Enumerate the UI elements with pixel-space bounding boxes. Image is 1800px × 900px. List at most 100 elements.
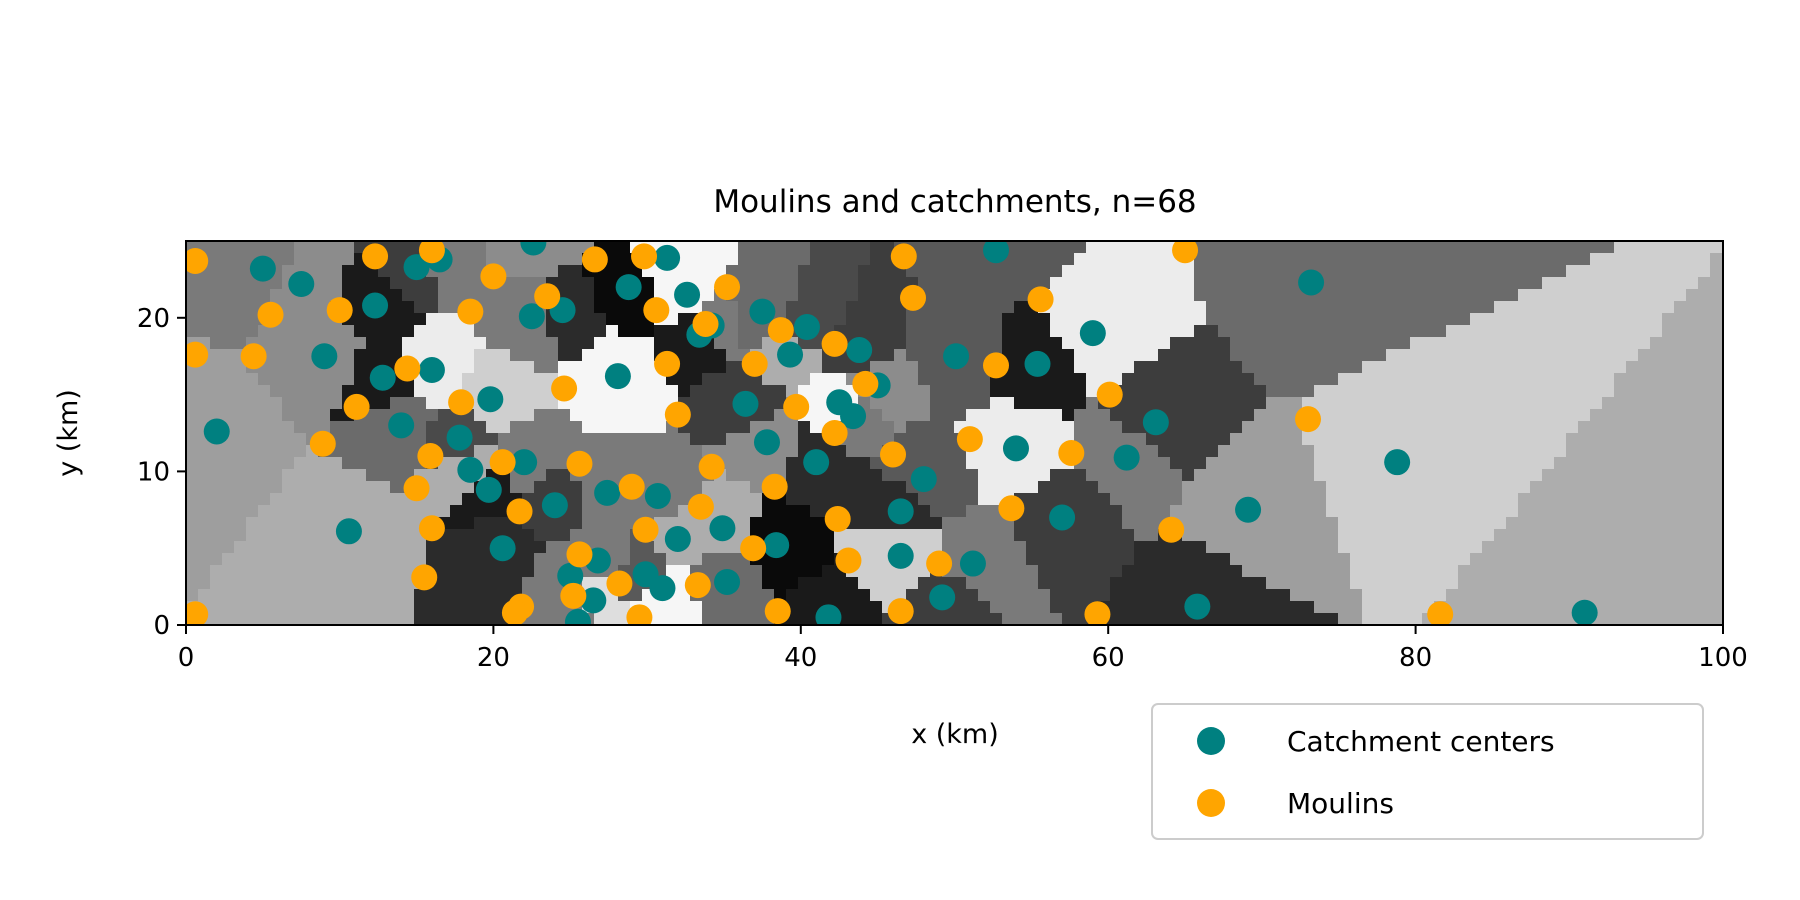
catchment-region-cell bbox=[1266, 289, 1279, 302]
catchment-region-cell bbox=[714, 553, 727, 566]
catchment-region-cell bbox=[534, 541, 547, 554]
catchment-region-cell bbox=[414, 289, 427, 302]
catchment-region-cell bbox=[918, 313, 931, 326]
catchment-region-cell bbox=[1302, 613, 1315, 625]
catchment-region-cell bbox=[1494, 361, 1507, 374]
catchment-region-cell bbox=[1026, 481, 1039, 494]
catchment-region-cell bbox=[1458, 505, 1471, 518]
moulin-point bbox=[664, 401, 691, 428]
catchment-region-cell bbox=[450, 373, 463, 386]
catchment-region-cell bbox=[630, 325, 643, 338]
catchment-region-cell bbox=[1074, 349, 1087, 362]
catchment-region-cell bbox=[1098, 241, 1111, 254]
catchment-region-cell bbox=[810, 253, 823, 266]
catchment-region-cell bbox=[798, 253, 811, 266]
catchment-region-cell bbox=[1158, 361, 1171, 374]
catchment-region-cell bbox=[1566, 361, 1579, 374]
catchment-region-cell bbox=[1458, 241, 1471, 254]
catchment-region-cell bbox=[1398, 325, 1411, 338]
catchment-region-cell bbox=[1338, 397, 1351, 410]
catchment-region-cell bbox=[1566, 529, 1579, 542]
catchment-region-cell bbox=[1566, 325, 1579, 338]
catchment-region-cell bbox=[798, 433, 811, 446]
catchment-region-cell bbox=[1098, 481, 1111, 494]
catchment-region-cell bbox=[1410, 325, 1423, 338]
catchment-region-cell bbox=[1410, 277, 1423, 290]
catchment-region-cell bbox=[1638, 433, 1651, 446]
catchment-center-point bbox=[520, 241, 547, 256]
catchment-region-cell bbox=[954, 457, 967, 470]
catchment-region-cell bbox=[1230, 541, 1243, 554]
catchment-region-cell bbox=[918, 505, 931, 518]
catchment-region-cell bbox=[1218, 397, 1231, 410]
catchment-region-cell bbox=[678, 613, 691, 625]
catchment-region-cell bbox=[522, 361, 535, 374]
catchment-region-cell bbox=[210, 373, 223, 386]
catchment-region-cell bbox=[1398, 421, 1411, 434]
catchment-region-cell bbox=[966, 613, 979, 625]
catchment-region-cell bbox=[1398, 373, 1411, 386]
catchment-region-cell bbox=[1170, 565, 1183, 578]
catchment-region-cell bbox=[1218, 265, 1231, 278]
catchment-region-cell bbox=[1278, 493, 1291, 506]
catchment-region-cell bbox=[1326, 421, 1339, 434]
catchment-region-cell bbox=[1134, 349, 1147, 362]
catchment-region-cell bbox=[282, 457, 295, 470]
catchment-region-cell bbox=[918, 493, 931, 506]
catchment-region-cell bbox=[1506, 265, 1519, 278]
catchment-region-cell bbox=[1614, 265, 1627, 278]
catchment-region-cell bbox=[1374, 589, 1387, 602]
catchment-center-point bbox=[1024, 350, 1051, 377]
catchment-region-cell bbox=[1506, 337, 1519, 350]
catchment-region-cell bbox=[846, 433, 859, 446]
catchment-region-cell bbox=[1122, 565, 1135, 578]
catchment-region-cell bbox=[798, 505, 811, 518]
catchment-region-cell bbox=[1242, 313, 1255, 326]
catchment-region-cell bbox=[1446, 433, 1459, 446]
catchment-region-cell bbox=[1530, 517, 1543, 530]
catchment-region-cell bbox=[1506, 397, 1519, 410]
catchment-region-cell bbox=[1446, 481, 1459, 494]
catchment-region-cell bbox=[1242, 553, 1255, 566]
catchment-region-cell bbox=[1482, 361, 1495, 374]
catchment-center-point bbox=[477, 386, 504, 413]
catchment-region-cell bbox=[1506, 253, 1519, 266]
catchment-region-cell bbox=[378, 265, 391, 278]
moulin-point bbox=[764, 598, 791, 625]
catchment-region-cell bbox=[1542, 565, 1555, 578]
catchment-region-cell bbox=[1674, 481, 1687, 494]
catchment-region-cell bbox=[666, 433, 679, 446]
catchment-region-cell bbox=[1338, 313, 1351, 326]
catchment-region-cell bbox=[726, 457, 739, 470]
catchment-region-cell bbox=[534, 253, 547, 266]
catchment-region-cell bbox=[1002, 601, 1015, 614]
catchment-region-cell bbox=[978, 313, 991, 326]
catchment-region-cell bbox=[954, 505, 967, 518]
catchment-region-cell bbox=[1062, 325, 1075, 338]
catchment-region-cell bbox=[1554, 469, 1567, 482]
catchment-region-cell bbox=[522, 433, 535, 446]
catchment-region-cell bbox=[1206, 301, 1219, 314]
catchment-region-cell bbox=[1566, 277, 1579, 290]
catchment-region-cell bbox=[1086, 481, 1099, 494]
catchment-region-cell bbox=[1038, 613, 1051, 625]
catchment-region-cell bbox=[1446, 337, 1459, 350]
catchment-region-cell bbox=[810, 529, 823, 542]
catchment-region-cell bbox=[882, 577, 895, 590]
catchment-region-cell bbox=[486, 421, 499, 434]
catchment-region-cell bbox=[618, 445, 631, 458]
catchment-region-cell bbox=[282, 265, 295, 278]
catchment-region-cell bbox=[954, 385, 967, 398]
catchment-region-cell bbox=[198, 493, 211, 506]
catchment-region-cell bbox=[930, 265, 943, 278]
catchment-region-cell bbox=[450, 505, 463, 518]
catchment-center-point bbox=[594, 479, 621, 506]
catchment-region-cell bbox=[1014, 361, 1027, 374]
catchment-region-cell bbox=[1446, 421, 1459, 434]
catchment-region-cell bbox=[1326, 373, 1339, 386]
catchment-region-cell bbox=[1554, 589, 1567, 602]
catchment-region-cell bbox=[354, 433, 367, 446]
catchment-region-cell bbox=[846, 277, 859, 290]
catchment-region-cell bbox=[534, 469, 547, 482]
catchment-region-cell bbox=[234, 385, 247, 398]
